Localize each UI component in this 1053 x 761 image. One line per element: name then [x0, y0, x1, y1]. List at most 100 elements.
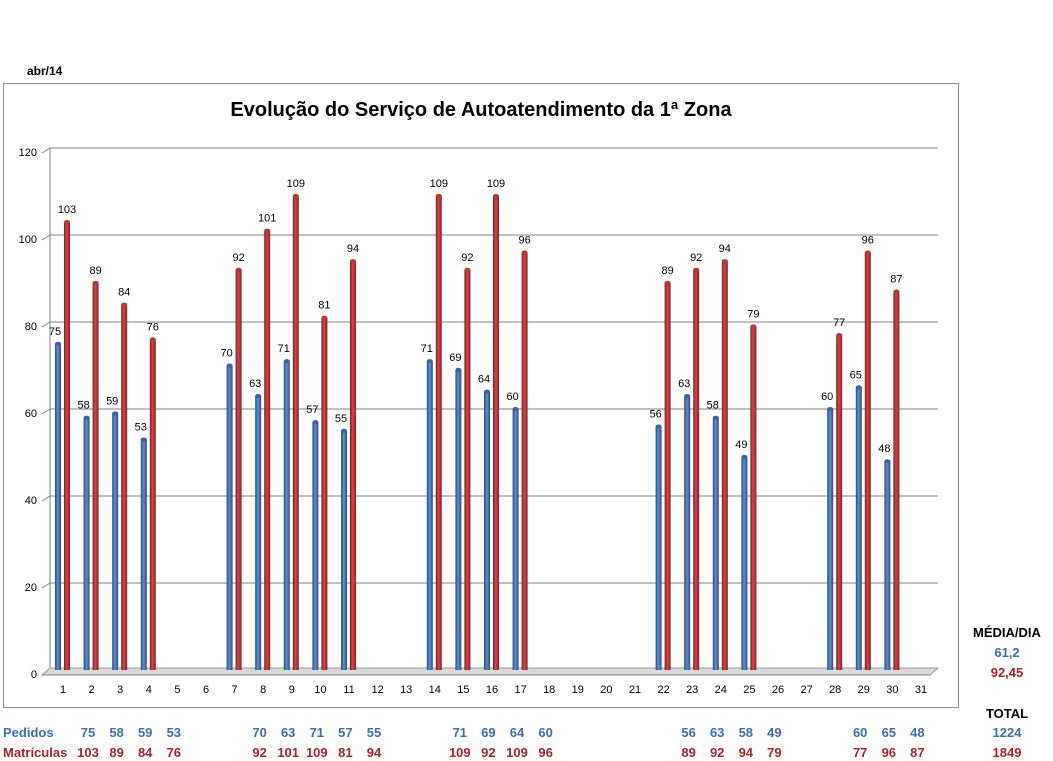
- bar-matriculas-cap: [750, 324, 757, 329]
- data-label-matriculas: 81: [318, 300, 330, 312]
- data-label-pedidos: 57: [306, 404, 318, 416]
- total-matriculas-value: 1849: [992, 745, 1022, 760]
- matriculas-cell: 94: [366, 745, 382, 760]
- matriculas-cell: 101: [277, 745, 300, 760]
- bar-matriculas-cap: [121, 302, 128, 307]
- y-tick-label: 0: [31, 669, 37, 681]
- bar-pedidos-cap: [827, 407, 834, 411]
- bar-pedidos-cap: [741, 454, 748, 459]
- bar-pedidos: [83, 417, 90, 670]
- bar-matriculas-cap: [721, 259, 728, 264]
- data-label-pedidos: 56: [649, 408, 661, 420]
- y-tick-label: 20: [25, 582, 37, 594]
- bar-matriculas-cap: [64, 219, 70, 224]
- bar-matriculas-cap: [92, 280, 99, 285]
- matriculas-cell: 109: [305, 745, 328, 760]
- bar-matriculas: [864, 252, 871, 670]
- x-tick-label: 23: [686, 684, 698, 696]
- bar-pedidos-cap: [884, 459, 891, 464]
- x-tick-label: 7: [232, 684, 238, 696]
- data-label-matriculas: 92: [461, 252, 473, 264]
- data-label-matriculas: 96: [518, 234, 530, 246]
- bar-pedidos: [140, 439, 147, 670]
- x-tick-label: 25: [743, 684, 755, 696]
- gridline-side: [41, 147, 51, 154]
- matriculas-cell: 92: [481, 745, 496, 760]
- bar-pedidos: [283, 361, 290, 670]
- data-label-pedidos: 63: [249, 378, 261, 390]
- pedidos-cell: 65: [881, 725, 897, 740]
- bar-matriculas: [750, 326, 757, 670]
- x-tick-label: 13: [400, 684, 412, 696]
- x-tick-label: 5: [174, 684, 180, 696]
- bar-pedidos: [884, 461, 891, 670]
- gridline-side: [41, 495, 51, 502]
- x-tick-label: 22: [657, 684, 669, 696]
- data-label-pedidos: 48: [878, 443, 890, 455]
- x-tick-label: 4: [146, 684, 152, 696]
- gridline-side: [41, 408, 51, 415]
- data-label-pedidos: 71: [278, 343, 290, 355]
- total-label: TOTAL: [985, 706, 1029, 721]
- x-tick-label: 8: [260, 684, 266, 696]
- bar-pedidos-cap: [426, 359, 433, 364]
- x-tick-label: 20: [600, 684, 612, 696]
- bar-pedidos-cap: [684, 393, 691, 398]
- bar-matriculas: [435, 195, 442, 670]
- pedidos-cell: 57: [338, 725, 353, 740]
- pedidos-cell: 56: [681, 725, 696, 740]
- x-tick-label: 15: [457, 684, 469, 696]
- bar-pedidos-cap: [712, 415, 719, 420]
- bar-matriculas: [521, 252, 528, 670]
- bar-pedidos: [741, 456, 748, 670]
- bar-matriculas-cap: [292, 193, 299, 198]
- bar-pedidos-cap: [655, 424, 662, 429]
- data-label-matriculas: 109: [287, 178, 305, 190]
- pedidos-row-label: Pedidos: [3, 725, 54, 740]
- pedidos-cell: 60: [538, 725, 553, 740]
- matriculas-cell: 92: [709, 745, 725, 760]
- x-tick-label: 14: [429, 684, 441, 696]
- x-tick-label: 29: [858, 684, 870, 696]
- bar-pedidos: [341, 430, 347, 670]
- pedidos-cell: 71: [309, 725, 325, 740]
- bar-matriculas-cap: [264, 228, 271, 233]
- matriculas-cell: 81: [338, 745, 353, 760]
- bar-pedidos: [512, 409, 519, 670]
- bar-pedidos: [684, 395, 691, 670]
- data-label-matriculas: 92: [690, 252, 702, 264]
- data-label-matriculas: 96: [862, 234, 874, 246]
- data-label-pedidos: 69: [449, 352, 461, 364]
- bar-matriculas: [292, 195, 299, 670]
- y-tick-label: 40: [25, 495, 37, 507]
- matriculas-cell: 89: [681, 745, 696, 760]
- y-tick-label: 120: [19, 147, 37, 159]
- data-label-matriculas: 89: [661, 265, 673, 277]
- x-tick-label: 6: [203, 684, 209, 696]
- x-tick-label: 26: [772, 684, 784, 696]
- matriculas-cell: 89: [109, 745, 124, 760]
- bar-matriculas: [721, 261, 728, 670]
- pedidos-cell: 58: [738, 725, 754, 740]
- x-tick-label: 28: [829, 684, 841, 696]
- bar-pedidos-cap: [512, 407, 519, 411]
- y-tick-label: 80: [25, 321, 37, 333]
- y-tick-label: 60: [25, 408, 37, 420]
- bar-matriculas-cap: [235, 267, 242, 272]
- bar-pedidos-cap: [112, 411, 119, 416]
- bar-pedidos: [426, 361, 433, 670]
- x-tick-label: 27: [800, 684, 812, 696]
- bar-pedidos-cap: [312, 420, 319, 425]
- data-label-matriculas: 109: [487, 178, 505, 190]
- data-label-pedidos: 58: [707, 400, 719, 412]
- x-tick-label: 16: [486, 684, 498, 696]
- data-label-matriculas: 84: [118, 287, 130, 299]
- bar-pedidos-cap: [484, 389, 490, 394]
- x-tick-label: 9: [289, 684, 295, 696]
- bar-matriculas-cap: [350, 259, 356, 264]
- bar-matriculas-cap: [149, 337, 156, 342]
- bar-matriculas: [464, 269, 471, 670]
- pedidos-cell: 75: [80, 725, 96, 740]
- pedidos-cell: 63: [280, 725, 296, 740]
- x-tick-label: 2: [89, 684, 95, 696]
